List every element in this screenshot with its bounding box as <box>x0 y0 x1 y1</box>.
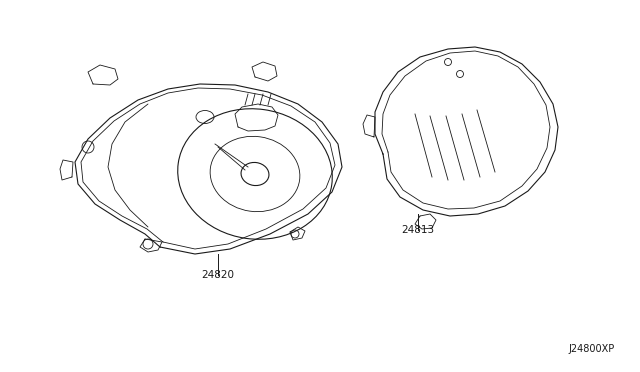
Text: 24820: 24820 <box>202 270 234 280</box>
Text: J24800XP: J24800XP <box>569 344 615 354</box>
Text: 24813: 24813 <box>401 225 435 235</box>
